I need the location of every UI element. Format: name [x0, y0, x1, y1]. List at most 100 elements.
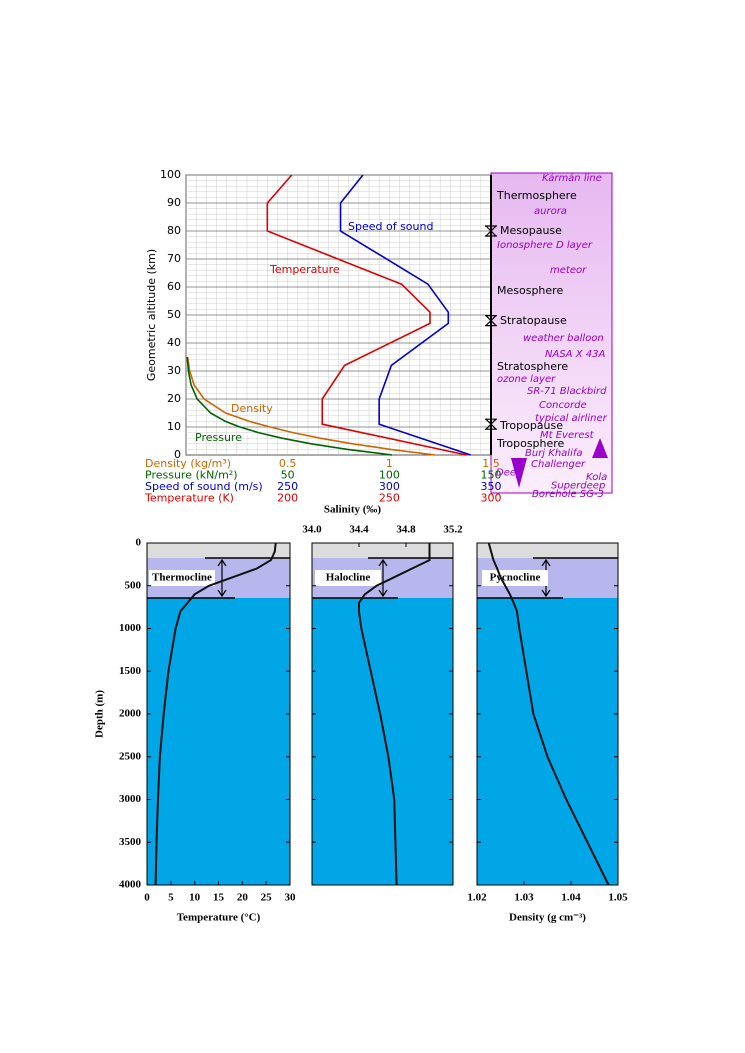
annotation: Burj Khalifa — [525, 448, 583, 459]
x-tick-label: 1.03 — [514, 892, 534, 904]
boundary-marker — [485, 225, 497, 237]
annotation: ozone layer — [497, 374, 556, 385]
annotation: Kola — [586, 472, 607, 483]
x-tick-label: 1.04 — [561, 892, 581, 904]
axis-label: Pressure (kN/m²) — [145, 469, 237, 482]
x-tick-label: 35.2 — [443, 524, 463, 536]
layer-name: Mesopause — [500, 224, 562, 237]
annotation: Borehole SG-3 — [532, 489, 604, 500]
deep-band — [477, 598, 618, 885]
x-tick-label: 50 — [281, 469, 295, 482]
profile-line — [186, 356, 436, 456]
axis-label: Temperature (K) — [144, 492, 234, 505]
profile-line — [358, 543, 431, 886]
x-axis-label: Temperature (°C) — [177, 912, 261, 924]
y-tick-label: 1500 — [119, 665, 142, 677]
y-tick-label: 0 — [174, 448, 181, 461]
span-arrow — [378, 558, 388, 598]
profile-line — [487, 542, 610, 886]
x-tick-label: 5 — [168, 892, 174, 904]
annotation: Kármán line — [542, 172, 602, 184]
span-arrow — [217, 558, 227, 598]
x-tick-label: 30 — [285, 892, 297, 904]
y-tick-label: 2000 — [119, 708, 142, 720]
x-tick-label: 1.02 — [467, 892, 487, 904]
profile-line — [266, 174, 467, 456]
layer-name: Stratosphere — [497, 360, 568, 373]
panel-label: Thermocline — [152, 572, 212, 584]
y-tick-label: 500 — [125, 579, 142, 591]
annotation: Ionosphere D layer — [497, 240, 593, 251]
y-tick-label: 30 — [167, 364, 181, 377]
profile-line — [154, 542, 277, 886]
x-tick-label: 1 — [386, 457, 393, 470]
annotation: weather balloon — [523, 333, 604, 344]
y-tick-label: 80 — [167, 224, 181, 237]
boundary-marker — [485, 315, 497, 327]
surface-band — [312, 543, 453, 558]
layer-name: Thermosphere — [496, 189, 577, 202]
down-arrow — [511, 458, 527, 488]
series-label: Speed of sound — [348, 220, 433, 233]
deep-band — [147, 598, 290, 885]
boundary-marker — [485, 418, 497, 430]
x-tick-label: 15 — [213, 892, 225, 904]
annotation: Challenger — [531, 459, 586, 470]
y-tick-label: 60 — [167, 280, 181, 293]
annotation: Concorde — [539, 400, 587, 411]
axis-label: Speed of sound (m/s) — [145, 480, 263, 493]
annotation: Deep — [496, 468, 522, 479]
series-label: Pressure — [195, 431, 242, 444]
x-tick-label: 250 — [379, 492, 400, 505]
x-tick-label: 100 — [379, 469, 400, 482]
y-tick-label: 3000 — [119, 793, 142, 805]
layer-name: Stratopause — [500, 314, 567, 327]
x-tick-label: 200 — [277, 492, 298, 505]
x-tick-label: 1.5 — [482, 457, 500, 470]
layer-name: Mesosphere — [497, 284, 563, 297]
x-tick-label: 150 — [481, 469, 502, 482]
x-tick-label: 10 — [189, 892, 201, 904]
x-tick-label: 1.05 — [608, 892, 628, 904]
y-tick-label: 0 — [136, 537, 142, 549]
y-tick-label: 4000 — [119, 879, 142, 891]
x-tick-label: 34.0 — [302, 524, 322, 536]
profile-line — [186, 356, 393, 456]
y-tick-label: 1000 — [119, 622, 142, 634]
x-tick-label: 25 — [261, 892, 273, 904]
y-tick-label: 40 — [167, 336, 181, 349]
x-tick-label: 20 — [237, 892, 249, 904]
x-tick-label: 300 — [481, 492, 502, 505]
x-tick-label: 0 — [144, 892, 150, 904]
annotation: aurora — [534, 206, 567, 217]
y-tick-label: 50 — [167, 308, 181, 321]
x-axis-label: Salinity (‰) — [324, 504, 381, 516]
x-tick-label: 34.8 — [396, 524, 416, 536]
surface-band — [147, 543, 290, 558]
panel-label: Halocline — [326, 572, 371, 584]
layer-panel — [490, 172, 613, 494]
x-axis-label: Density (g cm⁻³) — [509, 912, 586, 924]
annotation: SR-71 Blackbird — [527, 386, 607, 397]
up-arrow — [592, 438, 608, 458]
annotation: Superdeep — [551, 481, 605, 492]
y-tick-label: 90 — [167, 196, 181, 209]
y-tick-label: 20 — [167, 392, 181, 405]
y-tick-label: 10 — [167, 420, 181, 433]
surface-band — [477, 543, 618, 558]
x-tick-label: 0.5 — [279, 457, 297, 470]
layer-name: Troposphere — [496, 437, 565, 450]
x-tick-label: 350 — [481, 480, 502, 493]
y-tick-label: 2500 — [119, 750, 142, 762]
y-axis-label: Depth (m) — [94, 690, 106, 738]
axis-label: Density (kg/m³) — [145, 457, 231, 470]
series-label: Density — [231, 402, 273, 415]
y-axis-label: Geometric altitude (km) — [145, 249, 158, 381]
series-label: Temperature — [269, 263, 340, 276]
annotation: meteor — [550, 265, 587, 276]
x-tick-label: 34.4 — [349, 524, 369, 536]
layer-name: Tropopause — [499, 419, 563, 432]
annotation: NASA X 43A — [545, 349, 605, 360]
annotation: Mt Everest — [540, 430, 595, 441]
